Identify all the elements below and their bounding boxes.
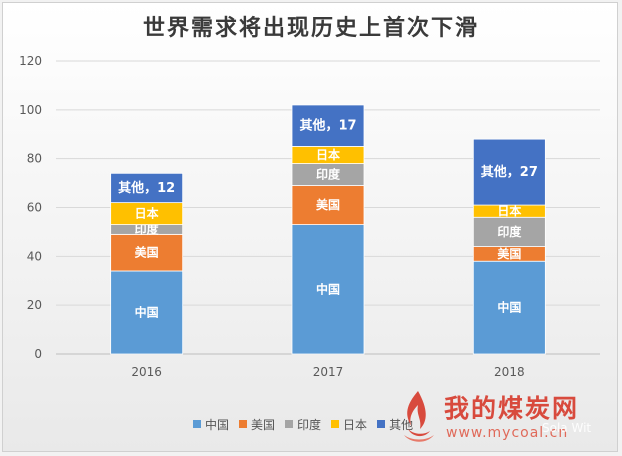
chart-title: 世界需求将出现历史上首次下滑 [142, 15, 479, 41]
bar-segment [472, 260, 546, 355]
bar-segment [110, 172, 184, 204]
legend-swatch [331, 420, 340, 428]
y-tick-label: 0 [34, 347, 42, 361]
legend-swatch [285, 420, 294, 428]
watermark-text: 我的煤炭网 [444, 394, 580, 423]
data-label: 印度 [316, 167, 341, 182]
y-tick-label: 20 [27, 298, 42, 312]
data-label: 印度 [497, 224, 522, 239]
bar-segment [291, 185, 365, 225]
y-tick-label: 80 [27, 152, 42, 166]
legend-item: 印度 [285, 416, 321, 433]
x-tick-label: 2018 [494, 365, 525, 379]
legend-swatch [193, 420, 201, 428]
legend-item: 其他 [377, 416, 413, 433]
bar-segment [291, 104, 365, 147]
data-label: 中国 [497, 300, 521, 315]
data-label: 其他，12 [118, 180, 175, 196]
legend-item: 中国 [193, 416, 229, 433]
x-tick-label: 2016 [131, 365, 162, 379]
y-tick-label: 60 [27, 201, 42, 215]
data-label: 美国 [497, 246, 521, 261]
legend-label: 日本 [343, 417, 368, 432]
data-label: 其他，17 [299, 118, 356, 134]
x-tick-label: 2017 [313, 365, 344, 379]
legend-label: 美国 [251, 417, 276, 432]
data-label: 印度 [135, 221, 160, 236]
legend-label: 中国 [205, 417, 230, 432]
y-tick-label: 100 [19, 103, 42, 117]
legend-swatch [239, 420, 248, 428]
y-tick-label: 120 [19, 54, 42, 68]
data-label: 其他，27 [481, 164, 538, 180]
legend-label: 印度 [297, 417, 322, 432]
watermark-wechat: Sola Wit [542, 421, 592, 435]
watermark: 我的煤炭网 www.mycoal.cn Sola Wit [398, 385, 613, 451]
watermark-url: www.mycoal.cn [446, 425, 569, 441]
data-label: 中国 [135, 304, 159, 319]
data-label: 美国 [316, 197, 340, 212]
bar-segment [110, 270, 184, 355]
bar-segment [472, 138, 546, 206]
data-label: 中国 [316, 281, 340, 296]
bar-segment [472, 216, 546, 247]
data-label: 日本 [497, 203, 521, 218]
legend-swatch [377, 420, 386, 428]
legend-label: 其他 [389, 417, 414, 432]
chart-legend: 中国 美国 印度 日本 其他 [193, 413, 413, 435]
flame-logo-icon [404, 391, 434, 442]
y-tick-label: 40 [27, 249, 42, 263]
bar-segment [110, 233, 184, 272]
data-label: 美国 [135, 245, 159, 260]
legend-item: 日本 [331, 416, 367, 433]
data-label: 日本 [135, 206, 159, 221]
data-label: 日本 [316, 147, 340, 162]
legend-item: 美国 [239, 416, 275, 433]
